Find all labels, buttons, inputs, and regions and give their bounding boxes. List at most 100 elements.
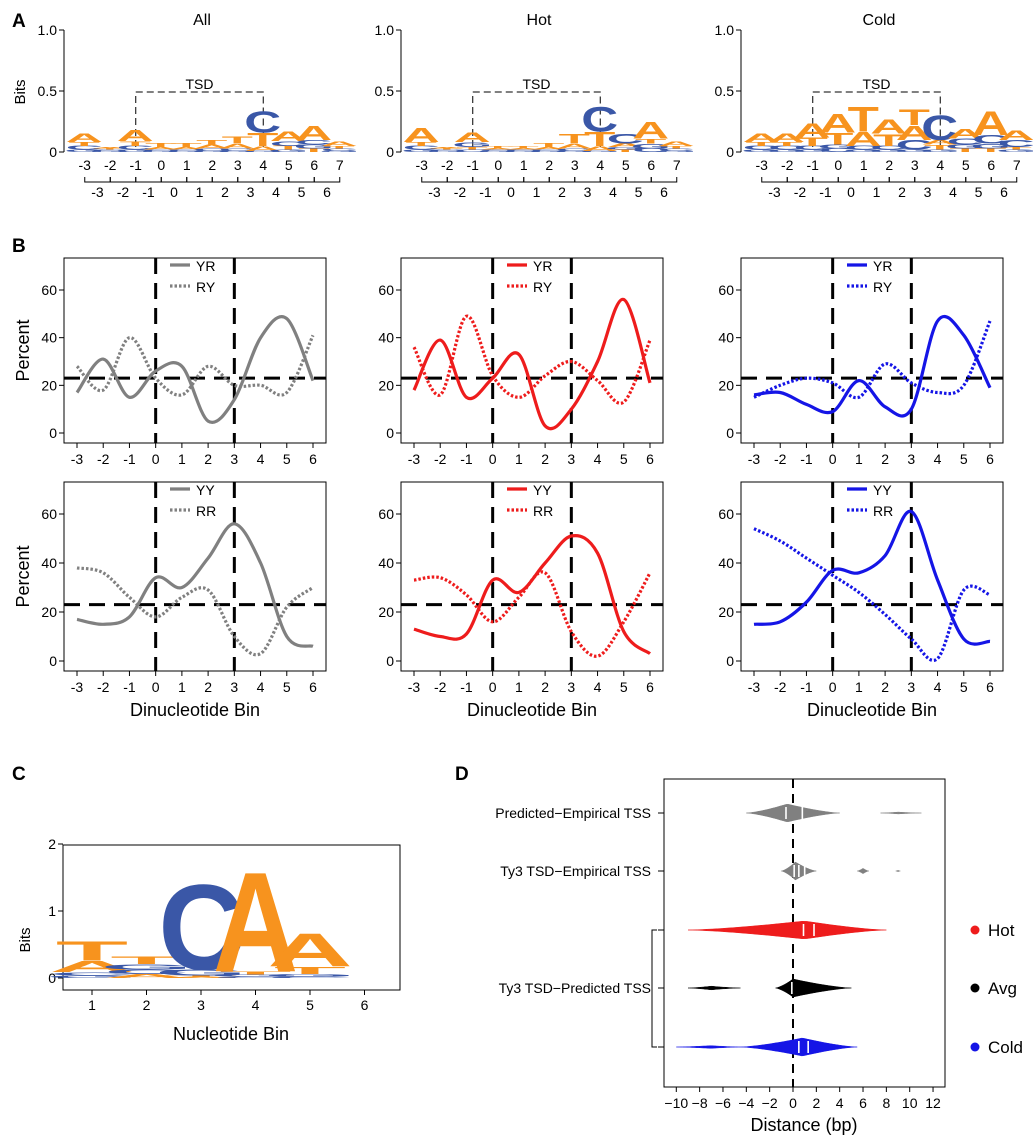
legend-dot	[970, 925, 980, 935]
logo-letter-T: T	[899, 106, 930, 131]
y-tick-label: 0	[49, 653, 57, 669]
logo-letter-G: G	[452, 141, 492, 149]
logo-letter-A: A	[168, 146, 205, 150]
legend-label: RY	[196, 279, 216, 295]
logo-letter-A: A	[607, 143, 644, 149]
x-tick-label: 0	[489, 451, 497, 467]
logo-letter-A: A	[845, 128, 882, 150]
logo-letter-A: A	[556, 142, 593, 150]
logo-letter-A: A	[270, 129, 307, 144]
x-tick-label: 2	[541, 451, 549, 467]
y-tick-label: 40	[41, 330, 57, 346]
position-label: -1	[807, 157, 820, 173]
logo-letter-C: C	[219, 148, 256, 152]
legend-dot	[970, 983, 980, 993]
dinucleotide-label: 3	[247, 184, 255, 200]
logo-letter-C: C	[91, 149, 128, 151]
logo-letter-C: C	[244, 105, 281, 139]
logo-letter-G: G	[529, 150, 569, 152]
logo-letter-T: T	[950, 147, 981, 153]
logo-letter-A: A	[768, 131, 805, 144]
x-tick-label: 0	[152, 451, 160, 467]
y-tick-label: 60	[718, 506, 734, 522]
position-label: -3	[756, 157, 769, 173]
logo-letter-C: C	[213, 976, 298, 978]
logo-letter-T: T	[559, 131, 590, 146]
dinucleotide-bracket	[914, 177, 941, 183]
dinucleotide-bracket	[990, 177, 1018, 183]
logo-letter-G: G	[46, 975, 138, 979]
x-tick-label: 3	[567, 451, 575, 467]
logo-letter-T: T	[120, 140, 151, 148]
x-tick-label: 4	[252, 997, 260, 1013]
logo-letter-G: G	[869, 149, 909, 153]
dinucleotide-label: -1	[819, 184, 832, 200]
logo-letter-C: C	[321, 148, 358, 152]
logo-letter-T: T	[247, 129, 279, 150]
logo-letter-G: G	[631, 142, 671, 150]
tsd-bracket	[135, 91, 264, 147]
violin-shape	[688, 985, 741, 991]
logo-letter-T: T	[559, 131, 590, 146]
legend-label: RR	[196, 503, 216, 519]
logo-letter-A: A	[295, 122, 332, 144]
logo-letter-A: A	[158, 976, 243, 978]
logo-letter-C: C	[403, 145, 440, 151]
logo-letter-C: C	[819, 147, 856, 153]
logo-letter-G: G	[818, 144, 858, 150]
dinucleotide-bracket	[186, 177, 213, 183]
x-tick-label: -3	[408, 679, 421, 695]
logo-letter-T: T	[924, 143, 955, 151]
logo-letter-A: A	[921, 139, 958, 147]
plot-frame	[63, 481, 327, 672]
logo-letter-T: T	[848, 100, 879, 140]
logo-letter-A: A	[530, 146, 567, 150]
logo-letter-C: C	[607, 131, 644, 146]
dinucleotide-bracket	[160, 177, 188, 183]
logo-letter-G: G	[894, 149, 934, 153]
logo-letter-G: G	[210, 974, 302, 977]
logo-letter-T: T	[661, 145, 692, 149]
logo-letter-T: T	[274, 965, 346, 976]
logo-letter-C: C	[270, 140, 307, 148]
dinucleotide-label: 0	[847, 184, 855, 200]
dinucleotide-bracket	[650, 177, 678, 183]
logo-letter-A: A	[505, 148, 542, 150]
logo-letter-T: T	[924, 143, 955, 151]
y-tick-label: 2	[48, 836, 56, 852]
dinucleotide-label: -3	[91, 184, 104, 200]
dinucleotide-label: 5	[635, 184, 643, 200]
y-tick-label: 0.5	[715, 83, 735, 99]
dinucleotide-bracket	[939, 177, 967, 183]
logo-letter-C: C	[295, 139, 332, 147]
position-label: -2	[104, 157, 117, 173]
dinucleotide-label: 5	[975, 184, 983, 200]
logo-letter-C: C	[947, 137, 984, 146]
y-tick-label: 20	[41, 377, 57, 393]
logo-letter-C: C	[66, 145, 103, 151]
logo-letter-A: A	[213, 843, 298, 1002]
x-tick-label: -2	[774, 679, 787, 695]
series-line-RR	[76, 566, 314, 657]
dinucleotide-label: -2	[794, 184, 807, 200]
x-tick-label: 3	[907, 679, 915, 695]
position-label: -3	[79, 157, 92, 173]
y-tick-label: 40	[378, 555, 394, 571]
logo-letter-G: G	[792, 149, 832, 153]
logo-letter-G: G	[894, 149, 934, 153]
logo-letter-T: T	[533, 143, 564, 149]
logo-letter-T: T	[69, 141, 100, 147]
violin-shape	[857, 867, 869, 875]
dinucleotide-bracket	[497, 177, 525, 183]
x-tick-label: 4	[594, 679, 602, 695]
y-tick-label: 1.0	[715, 22, 735, 38]
logo-letter-G: G	[319, 150, 359, 152]
legend-label: RR	[533, 503, 553, 519]
x-tick-label: 1	[515, 451, 523, 467]
logo-letter-A: A	[244, 145, 281, 153]
logo-letter-C: C	[479, 149, 516, 151]
logo-letter-T: T	[94, 148, 125, 150]
violin-shape	[746, 804, 840, 822]
logo-letter-C: C	[91, 149, 128, 151]
series-line-RY	[412, 314, 652, 405]
